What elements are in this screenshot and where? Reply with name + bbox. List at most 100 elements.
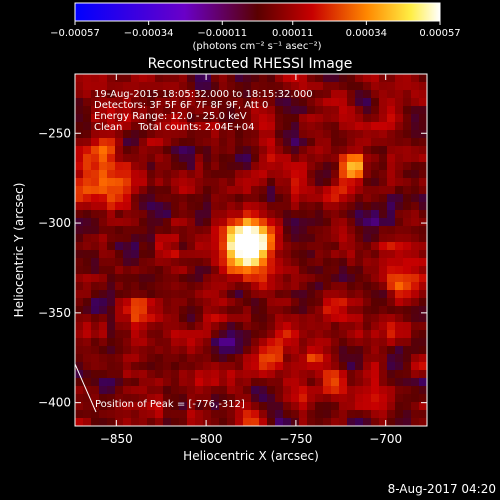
heatmap-cell [187,314,196,323]
heatmap-cell [99,242,108,251]
heatmap-cell [379,386,388,395]
heatmap-cell [123,282,132,291]
heatmap-cell [283,330,292,339]
heatmap-cell [75,170,84,179]
heatmap-cell [259,138,268,147]
heatmap-cell [291,170,300,179]
heatmap-cell [371,234,380,243]
heatmap-cell [171,394,180,403]
heatmap-cell [403,122,412,131]
heatmap-cell [195,418,204,426]
heatmap-cell [403,130,412,139]
heatmap-cell [219,202,228,211]
heatmap-cell [403,314,412,323]
heatmap-cell [251,82,260,91]
heatmap-cell [115,346,124,355]
heatmap-cell [107,130,116,139]
heatmap-cell [403,322,412,331]
heatmap-cell [371,210,380,219]
heatmap-cell [387,130,396,139]
heatmap-cell [299,314,308,323]
heatmap-cell [355,226,364,235]
heatmap-cell [83,82,92,91]
heatmap-cell [75,74,84,83]
heatmap-cell [131,186,140,195]
heatmap-cell [195,146,204,155]
heatmap-cell [235,162,244,171]
heatmap-cell [195,202,204,211]
heatmap-cell [395,210,404,219]
heatmap-cell [363,402,372,411]
heatmap-cell [187,410,196,419]
heatmap-cell [387,258,396,267]
heatmap-cell [347,98,356,107]
heatmap-cell [203,106,212,115]
heatmap-cell [163,90,172,99]
heatmap-cell [371,410,380,419]
heatmap-cell [147,122,156,131]
heatmap-cell [395,106,404,115]
heatmap-cell [131,410,140,419]
heatmap-cell [219,242,228,251]
heatmap-cell [267,258,276,267]
heatmap-cell [195,218,204,227]
heatmap-cell [283,178,292,187]
heatmap-cell [147,378,156,387]
heatmap-cell [395,322,404,331]
heatmap-cell [171,138,180,147]
heatmap-cell [179,370,188,379]
heatmap-cell [171,330,180,339]
heatmap-cell [411,386,420,395]
heatmap-cell [387,402,396,411]
heatmap-cell [227,90,236,99]
heatmap-cell [291,306,300,315]
heatmap-cell [259,274,268,283]
heatmap-cell [315,114,324,123]
heatmap-cell [211,330,220,339]
heatmap-cell [363,282,372,291]
heatmap-cell [147,218,156,227]
heatmap-cell [155,90,164,99]
heatmap-cell [387,154,396,163]
heatmap-cell [91,218,100,227]
heatmap-cell [91,338,100,347]
heatmap-cell [267,338,276,347]
heatmap-cell [395,138,404,147]
heatmap-cell [419,170,427,179]
heatmap-cell [163,242,172,251]
heatmap-cell [163,218,172,227]
heatmap-cell [187,226,196,235]
heatmap-cell [99,146,108,155]
heatmap-cell [139,106,148,115]
heatmap-cell [323,314,332,323]
heatmap-cell [395,98,404,107]
heatmap-cell [395,418,404,426]
heatmap-cell [347,418,356,426]
heatmap-cell [235,138,244,147]
heatmap-cell [251,146,260,155]
heatmap-cell [315,122,324,131]
heatmap-cell [355,282,364,291]
heatmap-cell [283,138,292,147]
heatmap-cell [203,378,212,387]
heatmap-cell [155,186,164,195]
heatmap-cell [363,178,372,187]
heatmap-cell [219,354,228,363]
heatmap-cell [179,138,188,147]
heatmap-cell [195,370,204,379]
heatmap-cell [339,394,348,403]
heatmap-cell [283,234,292,243]
heatmap-cell [275,378,284,387]
heatmap-cell [371,322,380,331]
heatmap-cell [363,162,372,171]
heatmap-cell [115,138,124,147]
heatmap-cell [307,290,316,299]
heatmap-cell [179,322,188,331]
heatmap-cell [243,154,252,163]
heatmap-cell [395,74,404,83]
heatmap-cell [75,314,84,323]
heatmap-cell [259,186,268,195]
heatmap-cell [219,138,228,147]
heatmap-cell [275,354,284,363]
heatmap-cell [179,362,188,371]
